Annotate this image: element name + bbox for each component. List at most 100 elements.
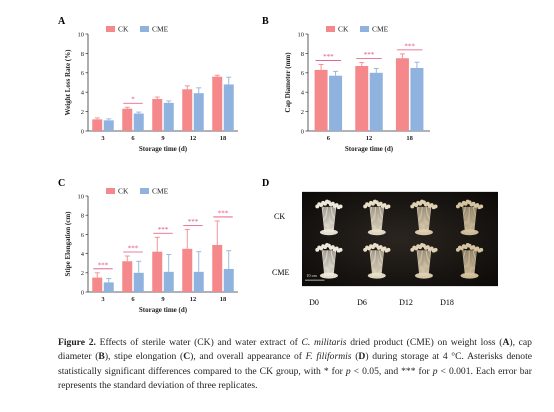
stem (330, 206, 334, 233)
stem (419, 250, 422, 276)
cap (386, 204, 391, 209)
caption-species-1: C. militaris (301, 337, 347, 348)
legend-label-ck: CK (118, 25, 129, 34)
stem (330, 206, 333, 233)
chart-stipe-elongation: 0 2 4 6 8 10 Stipe Elongation (cm) Storage time… (64, 187, 238, 314)
mushroom-bundle-r2-c4 (455, 242, 484, 279)
bar-cme (133, 113, 144, 131)
stem (329, 206, 331, 233)
legend-label-cme: CME (152, 187, 169, 196)
x-tick-label: 3 (101, 296, 105, 303)
stem (377, 206, 381, 233)
mushroom-bundle-r1-c1 (315, 199, 343, 236)
y-tick-label: 6 (301, 70, 305, 77)
legend-label-cme: CME (152, 25, 169, 34)
cap (433, 204, 438, 209)
base (319, 229, 338, 236)
caption-text-1: Effects of sterile water (CK) and water … (95, 337, 302, 348)
x-tick-label: 12 (366, 135, 373, 142)
caption-text-2: dried product (CME) on weight loss ( (346, 337, 503, 348)
y-axis-label: Weight Loss Rate (%) (64, 49, 72, 116)
base (367, 272, 386, 279)
panel-d-letter: D (262, 178, 269, 189)
legend-label-ck: CK (118, 187, 129, 196)
caption-text-8: < 0.05, and *** for (350, 365, 433, 377)
col-label-d18: D18 (440, 298, 454, 307)
stem (426, 250, 430, 276)
stem (426, 206, 430, 233)
stem (420, 250, 423, 276)
stem (416, 250, 421, 276)
legend-swatch-cme (140, 26, 149, 32)
y-tick-label: 8 (81, 51, 84, 58)
stem (373, 250, 376, 276)
stem (418, 206, 422, 233)
y-tick-label: 6 (81, 232, 85, 239)
stem (369, 250, 374, 276)
x-tick-label: 9 (161, 296, 165, 303)
y-axis-label: Cap Diameter (mm) (284, 52, 292, 113)
stem (427, 250, 432, 276)
y-tick-label: 4 (81, 90, 85, 97)
caption-lead: Figure 2. (58, 337, 96, 348)
significance-label: *** (98, 261, 109, 269)
caption-panel-c: C (183, 351, 191, 363)
bar-cme (193, 93, 204, 131)
caption-text-5: ), and overall appearance of (190, 351, 306, 363)
stem (325, 206, 328, 233)
x-tick-label: 9 (161, 135, 165, 142)
bar-ck (152, 251, 163, 292)
significance-label: *** (158, 226, 169, 234)
stem (467, 250, 470, 276)
mushroom-bundle-r1-c3 (410, 199, 438, 236)
stem (469, 250, 472, 276)
bar-cme (103, 120, 114, 131)
caption-panel-d: D (358, 351, 366, 363)
base (319, 272, 338, 279)
stem (324, 206, 327, 233)
base (460, 272, 479, 279)
mushroom-photo: 10 cm (302, 191, 498, 287)
stem (422, 206, 424, 233)
bar-cme (329, 75, 343, 131)
stem (473, 250, 477, 276)
stem (369, 206, 374, 233)
caption-text-7: ) during storage at 4 °C. Asterisks deno… (58, 351, 533, 377)
stem (330, 250, 334, 276)
caption-text-6: ( (351, 351, 359, 363)
panel-b-letter: B (262, 16, 269, 27)
y-tick-label: 8 (301, 51, 304, 58)
row-label-cme: CME (272, 268, 289, 277)
stem (331, 250, 335, 276)
stem (467, 206, 470, 233)
x-tick-label: 18 (220, 135, 227, 142)
stem (330, 250, 333, 276)
y-tick-label: 4 (81, 251, 85, 258)
legend-swatch-cme (360, 26, 369, 32)
mushroom-bundle-r2-c3 (410, 242, 438, 279)
y-tick-label: 4 (301, 90, 305, 97)
stem (466, 206, 469, 233)
stem (466, 250, 469, 276)
stem (471, 250, 475, 276)
caption-text-9: < 0.001. Each error bar represents the s… (58, 365, 533, 392)
base (460, 229, 479, 236)
legend-swatch-ck (326, 26, 335, 32)
stem (427, 206, 432, 233)
bar-cme (163, 102, 174, 131)
bar-ck (395, 58, 409, 131)
mushroom-bundle-r1-c4 (455, 199, 484, 236)
stem (331, 206, 335, 233)
figure-caption: Figure 2. Effects of sterile water (CK) … (58, 336, 532, 394)
stem (473, 206, 477, 233)
stem (323, 206, 327, 233)
cap (338, 204, 343, 209)
caption-text-3: ), cap diameter ( (58, 337, 532, 363)
bar-cme (133, 272, 144, 292)
significance-label: *** (404, 42, 415, 50)
legend-swatch-cme (140, 188, 149, 194)
stem (370, 250, 375, 276)
stem (377, 206, 379, 233)
stem (332, 250, 337, 276)
legend-label-ck: CK (338, 25, 349, 34)
